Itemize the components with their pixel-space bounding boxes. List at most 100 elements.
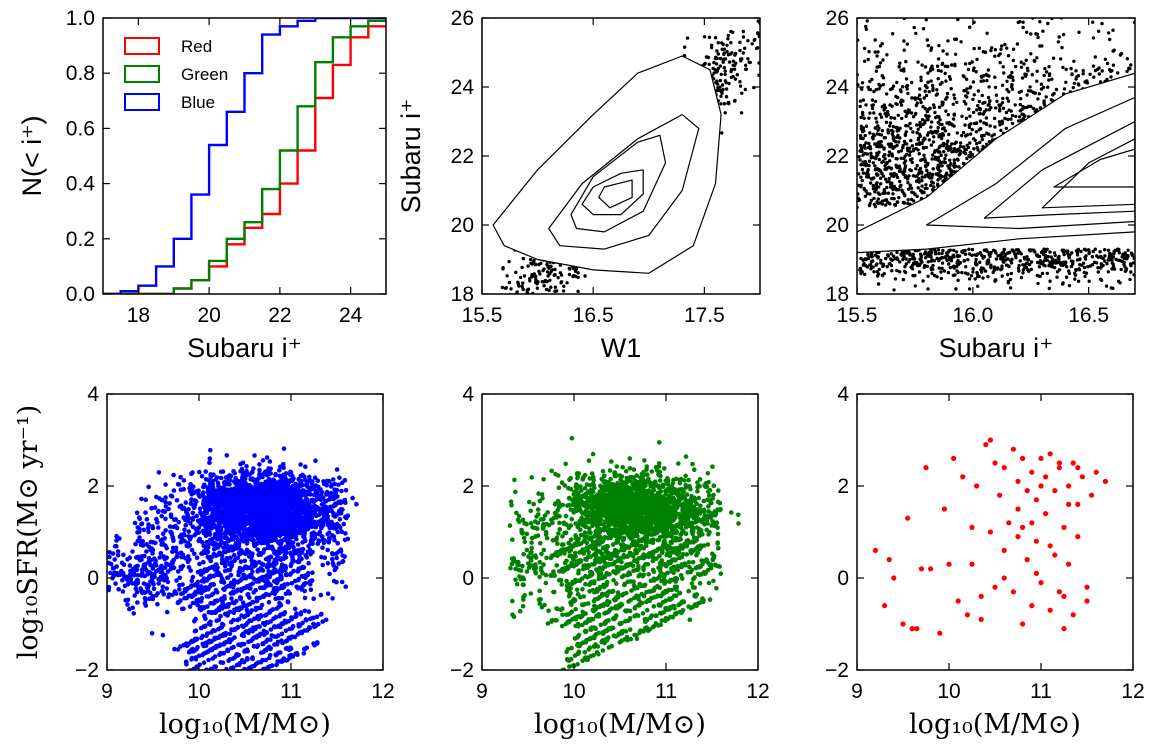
data-point: [733, 99, 737, 103]
data-point: [868, 88, 873, 92]
data-point: [987, 251, 992, 255]
data-point: [940, 100, 944, 104]
data-point: [1052, 265, 1057, 270]
data-point: [719, 94, 723, 98]
data-point: [1025, 30, 1029, 34]
data-point: [533, 274, 538, 279]
data-point: [868, 79, 872, 84]
data-point: [932, 103, 936, 107]
data-point: [1125, 11, 1128, 14]
data-point: [504, 308, 507, 311]
y-axis-label: Subaru i⁺: [396, 99, 426, 214]
data-point: [981, 79, 986, 83]
data-point: [894, 188, 899, 192]
data-point: [879, 258, 883, 262]
data-point: [868, 131, 872, 135]
data-point: [978, 119, 983, 123]
data-point: [970, 253, 974, 257]
data-point: [937, 145, 941, 150]
data-point: [894, 140, 898, 144]
data-point: [946, 270, 951, 275]
data-point: [553, 267, 557, 272]
data-point: [1125, 57, 1130, 61]
data-point: [716, 41, 720, 45]
data-point: [1004, 252, 1008, 256]
data-point: [966, 258, 970, 262]
data-point: [567, 266, 571, 271]
data-point: [969, 132, 973, 136]
data-point: [741, 51, 745, 55]
y-tick-label: 0.8: [66, 62, 95, 85]
data-point: [896, 113, 900, 118]
data-point: [899, 252, 904, 257]
data-point: [918, 97, 922, 102]
data-point: [561, 289, 566, 293]
data-point: [860, 81, 865, 85]
data-point: [862, 129, 866, 133]
data-point: [529, 261, 533, 265]
data-point: [1038, 20, 1042, 24]
data-point: [960, 133, 964, 138]
data-point: [902, 168, 907, 172]
data-point: [926, 274, 930, 278]
data-point: [873, 38, 877, 42]
data-point: [975, 142, 979, 146]
data-point: [1008, 286, 1013, 290]
y-tick-label: 0.4: [66, 173, 96, 196]
data-point: [735, 73, 739, 77]
data-point: [987, 132, 991, 136]
data-point: [1023, 74, 1028, 79]
data-point: [993, 75, 997, 79]
data-point: [556, 275, 560, 280]
data-point: [1019, 60, 1023, 64]
data-point: [895, 268, 899, 273]
data-point: [1062, 87, 1067, 91]
data-point: [723, 72, 727, 77]
data-point: [543, 308, 546, 311]
data-point: [739, 59, 743, 63]
data-point: [952, 255, 956, 259]
data-point: [968, 25, 972, 29]
data-point: [889, 142, 893, 146]
data-point: [881, 159, 885, 163]
data-point: [1065, 249, 1070, 253]
data-point: [982, 121, 986, 125]
data-point: [1035, 108, 1039, 112]
plot-area: [103, 18, 386, 294]
data-point: [954, 250, 959, 254]
data-point: [928, 11, 931, 14]
data-point: [1037, 265, 1042, 269]
data-point: [908, 121, 912, 126]
data-point: [510, 296, 513, 299]
data-point: [902, 161, 906, 165]
data-point: [873, 164, 877, 168]
data-point: [534, 262, 538, 267]
data-point: [521, 281, 525, 285]
data-point: [864, 141, 868, 145]
data-point: [551, 306, 554, 309]
data-point: [966, 67, 971, 72]
data-point: [978, 140, 982, 145]
data-point: [543, 279, 547, 284]
data-point: [535, 282, 539, 286]
data-point: [893, 277, 898, 281]
legend-swatch-green: [124, 65, 160, 83]
data-point: [507, 304, 510, 307]
data-point: [952, 248, 956, 252]
data-point: [858, 266, 863, 270]
data-point: [992, 265, 997, 269]
data-point: [994, 257, 999, 261]
data-point: [718, 64, 722, 68]
data-point: [874, 87, 879, 92]
data-point: [952, 158, 956, 162]
data-point: [869, 151, 873, 155]
data-point: [945, 91, 950, 96]
x-tick-label: 22: [268, 304, 291, 327]
data-point: [764, 23, 767, 26]
data-point: [908, 168, 912, 172]
data-point: [1101, 256, 1105, 261]
data-point: [888, 121, 893, 125]
data-point: [912, 25, 916, 30]
data-point: [770, 25, 773, 28]
data-point: [549, 264, 553, 268]
